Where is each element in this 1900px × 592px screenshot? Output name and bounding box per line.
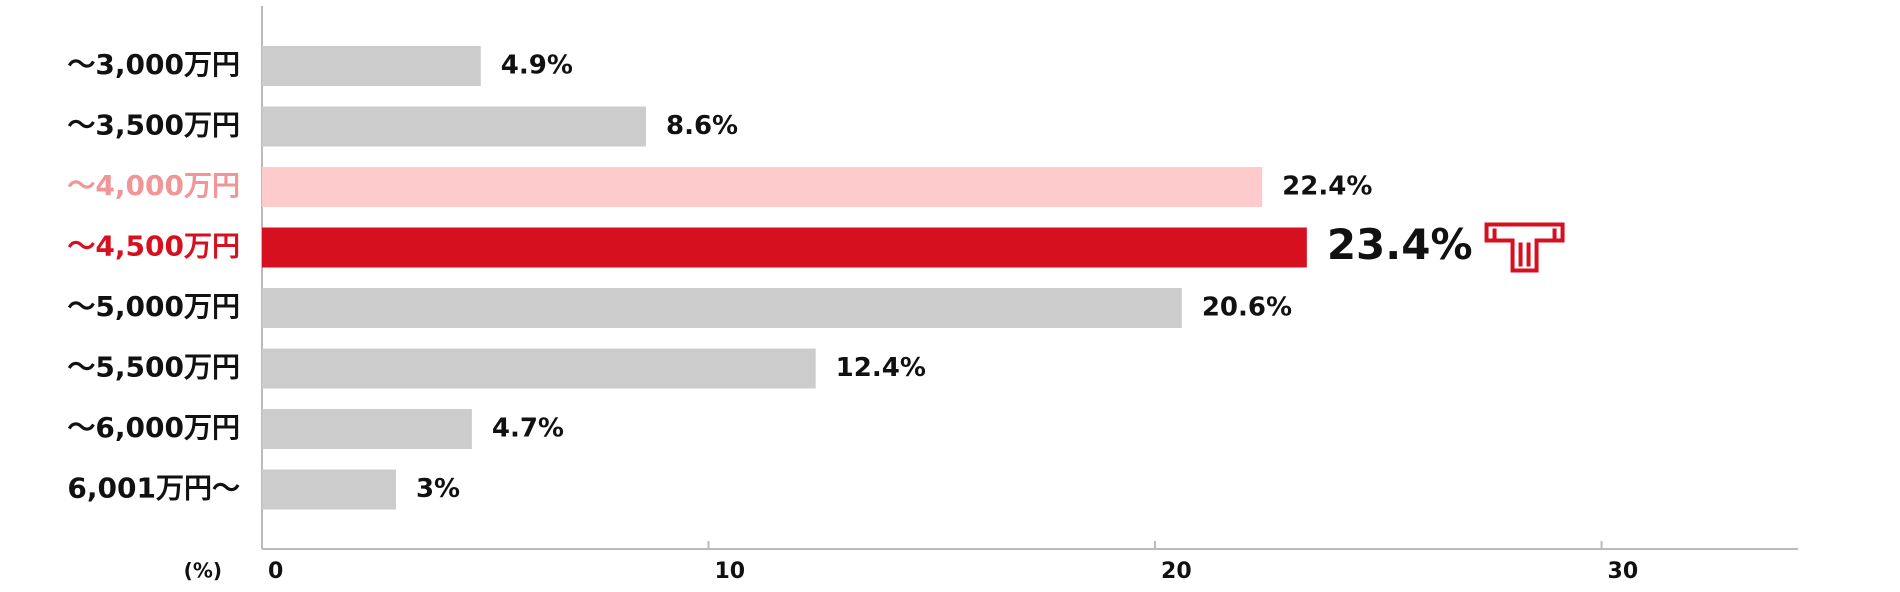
bar [262, 46, 481, 86]
x-tick-label: 30 [1608, 559, 1639, 584]
rank-icon [1484, 222, 1565, 273]
bar [262, 167, 1263, 207]
bar [262, 227, 1307, 268]
bar [262, 348, 816, 389]
bar [262, 409, 472, 449]
category-label: 〜3,500万円 [67, 109, 240, 142]
category-label: 〜5,000万円 [67, 290, 240, 323]
value-label: 8.6% [666, 111, 738, 141]
category-label: 〜3,000万円 [67, 48, 240, 81]
value-label: 4.9% [501, 51, 573, 81]
bar [262, 288, 1182, 328]
category-label: 〜4,500万円 [67, 230, 240, 263]
x-unit: (%) [184, 559, 222, 583]
bar [262, 106, 646, 147]
category-label: 〜4,000万円 [67, 169, 240, 202]
value-label: 20.6% [1202, 293, 1292, 323]
x-tick-label: 20 [1161, 559, 1192, 584]
category-label: 〜6,000万円 [67, 411, 240, 444]
value-label: 12.4% [836, 353, 926, 383]
x-tick-label: 0 [268, 559, 283, 584]
category-label: 6,001万円〜 [67, 472, 240, 505]
value-label: 23.4% [1327, 220, 1473, 269]
x-tick-label: 10 [715, 559, 746, 584]
value-label: 4.7% [492, 414, 564, 444]
bar [262, 469, 396, 510]
category-label: 〜5,500万円 [67, 351, 240, 384]
value-label: 22.4% [1282, 172, 1372, 202]
value-label: 3% [416, 474, 460, 504]
